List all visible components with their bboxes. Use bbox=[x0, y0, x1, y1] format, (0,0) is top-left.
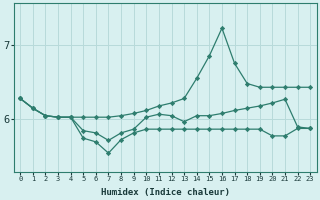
X-axis label: Humidex (Indice chaleur): Humidex (Indice chaleur) bbox=[101, 188, 230, 197]
